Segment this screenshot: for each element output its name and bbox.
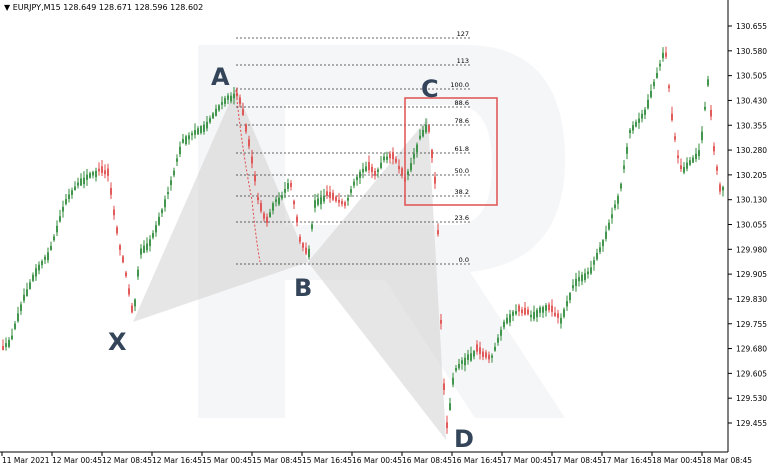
point-label-d: D [454,425,474,453]
time-tick-label: 12 Mar 08:45 [102,456,152,465]
fib-level-label: 78.6 [455,117,469,125]
price-tick-label: 130.280 [736,146,767,155]
time-tick-label: 17 Mar 08:45 [552,456,602,465]
symbol-header[interactable]: ▼ EURJPY,M15 128.649 128.671 128.596 128… [4,3,203,12]
point-label-c: C [421,75,439,103]
price-axis[interactable]: 130.655 130.580 130.505 130.430 130.355 130.2… [728,22,767,428]
time-tick-label: 15 Mar 00:45 [202,456,252,465]
fibonacci-levels: 127 113 100.0 88.6 78.6 61.8 50.0 38.2 23.6 0.0 [236,30,470,265]
ohlc-values: 128.649 128.671 128.596 128.602 [63,3,204,12]
time-tick-label: 16 Mar 08:45 [402,456,452,465]
fib-level-label: 127 [457,30,469,38]
time-tick-label: 18 Mar 00:45 [652,456,702,465]
price-tick-label: 130.430 [736,96,767,105]
point-label-b: B [294,274,312,302]
price-tick-label: 129.905 [736,270,767,279]
time-tick-label: 17 Mar 16:45 [602,456,652,465]
price-tick-label: 130.655 [736,22,767,31]
fib-level-label: 100.0 [450,81,469,89]
price-tick-label: 129.755 [736,320,767,329]
time-tick-label: 11 Mar 2021 [2,456,50,465]
fib-level-label: 113 [457,57,469,65]
pattern-triangle-xab [133,88,308,322]
price-tick-label: 130.355 [736,121,767,130]
symbol-name: EURJPY,M15 [12,3,61,12]
price-tick-label: 129.605 [736,369,767,378]
price-tick-label: 129.980 [736,245,767,254]
time-tick-label: 16 Mar 16:45 [452,456,502,465]
price-tick-label: 129.455 [736,419,767,428]
fib-level-label: 61.8 [455,145,469,153]
point-label-x: X [108,328,127,356]
price-tick-label: 130.580 [736,47,767,56]
time-tick-label: 12 Mar 16:45 [152,456,202,465]
fib-level-label: 0.0 [459,256,469,264]
time-tick-label: 16 Mar 00:45 [352,456,402,465]
dropdown-triangle-icon[interactable]: ▼ [4,3,11,12]
pattern-triangle-bcd [308,118,446,440]
price-tick-label: 130.055 [736,221,767,230]
candles [2,46,724,434]
fib-level-label: 50.0 [455,167,469,175]
price-tick-label: 130.505 [736,72,767,81]
c-zone-box [404,97,498,206]
time-tick-label: 17 Mar 00:45 [502,456,552,465]
price-tick-label: 129.830 [736,295,767,304]
price-tick-label: 130.205 [736,171,767,180]
fib-level-label: 23.6 [455,214,469,222]
time-tick-label: 15 Mar 08:45 [252,456,302,465]
fib-level-label: 88.6 [455,99,469,107]
time-tick-label: 18 Mar 08:45 [702,456,752,465]
time-tick-label: 15 Mar 16:45 [302,456,352,465]
price-tick-label: 130.130 [736,196,767,205]
point-label-a: A [211,63,230,91]
fib-level-label: 38.2 [455,188,469,196]
time-tick-label: 12 Mar 00:45 [52,456,102,465]
price-tick-label: 129.680 [736,345,767,354]
price-tick-label: 129.530 [736,394,767,403]
time-axis[interactable]: 11 Mar 2021 12 Mar 00:45 12 Mar 08:45 12 Ma… [1,452,752,465]
